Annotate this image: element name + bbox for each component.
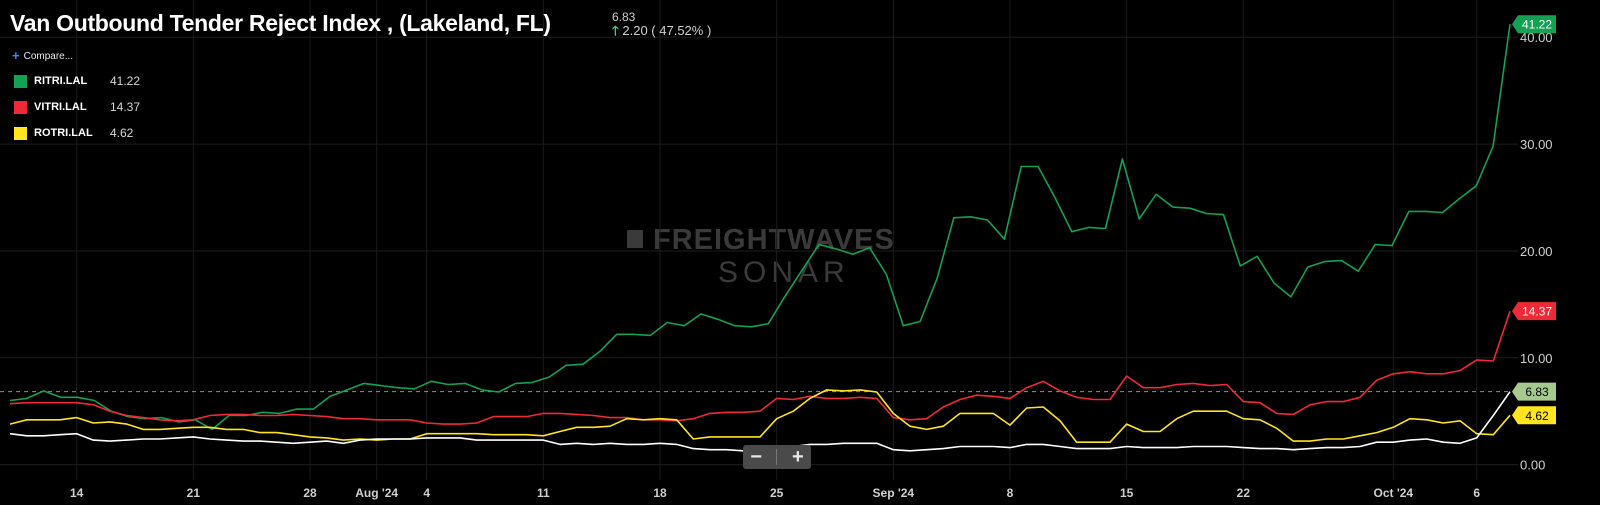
x-tick-label: 25 xyxy=(770,486,784,500)
x-tick-label: Aug '24 xyxy=(355,486,398,500)
freightwaves-sonar-watermark: FREIGHTWAVES SONAR xyxy=(627,224,895,289)
legend-series-value: 4.62 xyxy=(110,126,133,140)
plus-icon: + xyxy=(12,48,20,63)
zoom-in-button[interactable]: + xyxy=(792,447,804,467)
legend-swatch xyxy=(14,75,27,88)
compare-button[interactable]: + Compare... xyxy=(12,48,73,63)
last-value-tag: 14.37 xyxy=(1512,302,1556,320)
last-value-tag: 41.22 xyxy=(1512,15,1556,33)
zoom-out-button[interactable]: − xyxy=(750,447,762,467)
x-tick-label: 4 xyxy=(423,486,430,500)
freightwaves-logo-icon xyxy=(627,230,643,248)
last-value-label: 14.37 xyxy=(1522,305,1552,319)
last-value-tag: 4.62 xyxy=(1512,406,1556,424)
series-line-current xyxy=(10,392,1510,451)
x-tick-label: Sep '24 xyxy=(873,486,915,500)
x-tick-label: 18 xyxy=(653,486,667,500)
legend-series-name: RITRI.LAL xyxy=(34,75,110,87)
legend-item-vitri[interactable]: VITRI.LAL 14.37 xyxy=(14,94,140,120)
zoom-controls: − + xyxy=(743,445,811,469)
x-tick-label: 11 xyxy=(537,486,550,500)
x-tick-label: 21 xyxy=(187,486,201,500)
watermark-line2: SONAR xyxy=(718,256,850,289)
legend-series-name: VITRI.LAL xyxy=(34,101,110,113)
y-tick-label: 10.00 xyxy=(1520,351,1553,366)
last-value-label: 4.62 xyxy=(1525,409,1549,423)
legend-item-ritri[interactable]: RITRI.LAL 41.22 xyxy=(14,68,140,94)
arrow-up-icon: 🡑 xyxy=(612,23,619,38)
current-value-block: 6.83 🡑 2.20 ( 47.52% ) xyxy=(612,11,711,37)
x-tick-label: 6 xyxy=(1473,486,1480,500)
change-text: 2.20 ( 47.52% ) xyxy=(622,23,711,38)
y-tick-label: 20.00 xyxy=(1520,244,1553,259)
change-indicator: 🡑 2.20 ( 47.52% ) xyxy=(612,24,711,37)
legend: RITRI.LAL 41.22 VITRI.LAL 14.37 ROTRI.LA… xyxy=(14,68,140,146)
legend-swatch xyxy=(14,101,27,114)
compare-label: Compare... xyxy=(24,51,73,62)
x-tick-label: 14 xyxy=(70,486,84,500)
chart-title: Van Outbound Tender Reject Index , (Lake… xyxy=(10,10,551,37)
legend-series-value: 14.37 xyxy=(110,100,140,114)
legend-series-value: 41.22 xyxy=(110,74,140,88)
last-value-label: 6.83 xyxy=(1525,385,1549,399)
y-tick-label: 30.00 xyxy=(1520,137,1553,152)
legend-swatch xyxy=(14,127,27,140)
x-tick-label: Oct '24 xyxy=(1374,486,1414,500)
x-tick-label: 15 xyxy=(1120,486,1134,500)
x-tick-label: 8 xyxy=(1007,486,1014,500)
last-value-tag: 6.83 xyxy=(1512,383,1556,401)
x-tick-label: 28 xyxy=(303,486,317,500)
last-value-label: 41.22 xyxy=(1522,18,1552,32)
series-line-vitri-lal xyxy=(10,311,1510,424)
legend-series-name: ROTRI.LAL xyxy=(34,127,110,139)
legend-item-rotri[interactable]: ROTRI.LAL 4.62 xyxy=(14,120,140,146)
x-tick-label: 22 xyxy=(1237,486,1251,500)
zoom-divider xyxy=(776,449,777,465)
y-tick-label: 0.00 xyxy=(1520,458,1545,473)
